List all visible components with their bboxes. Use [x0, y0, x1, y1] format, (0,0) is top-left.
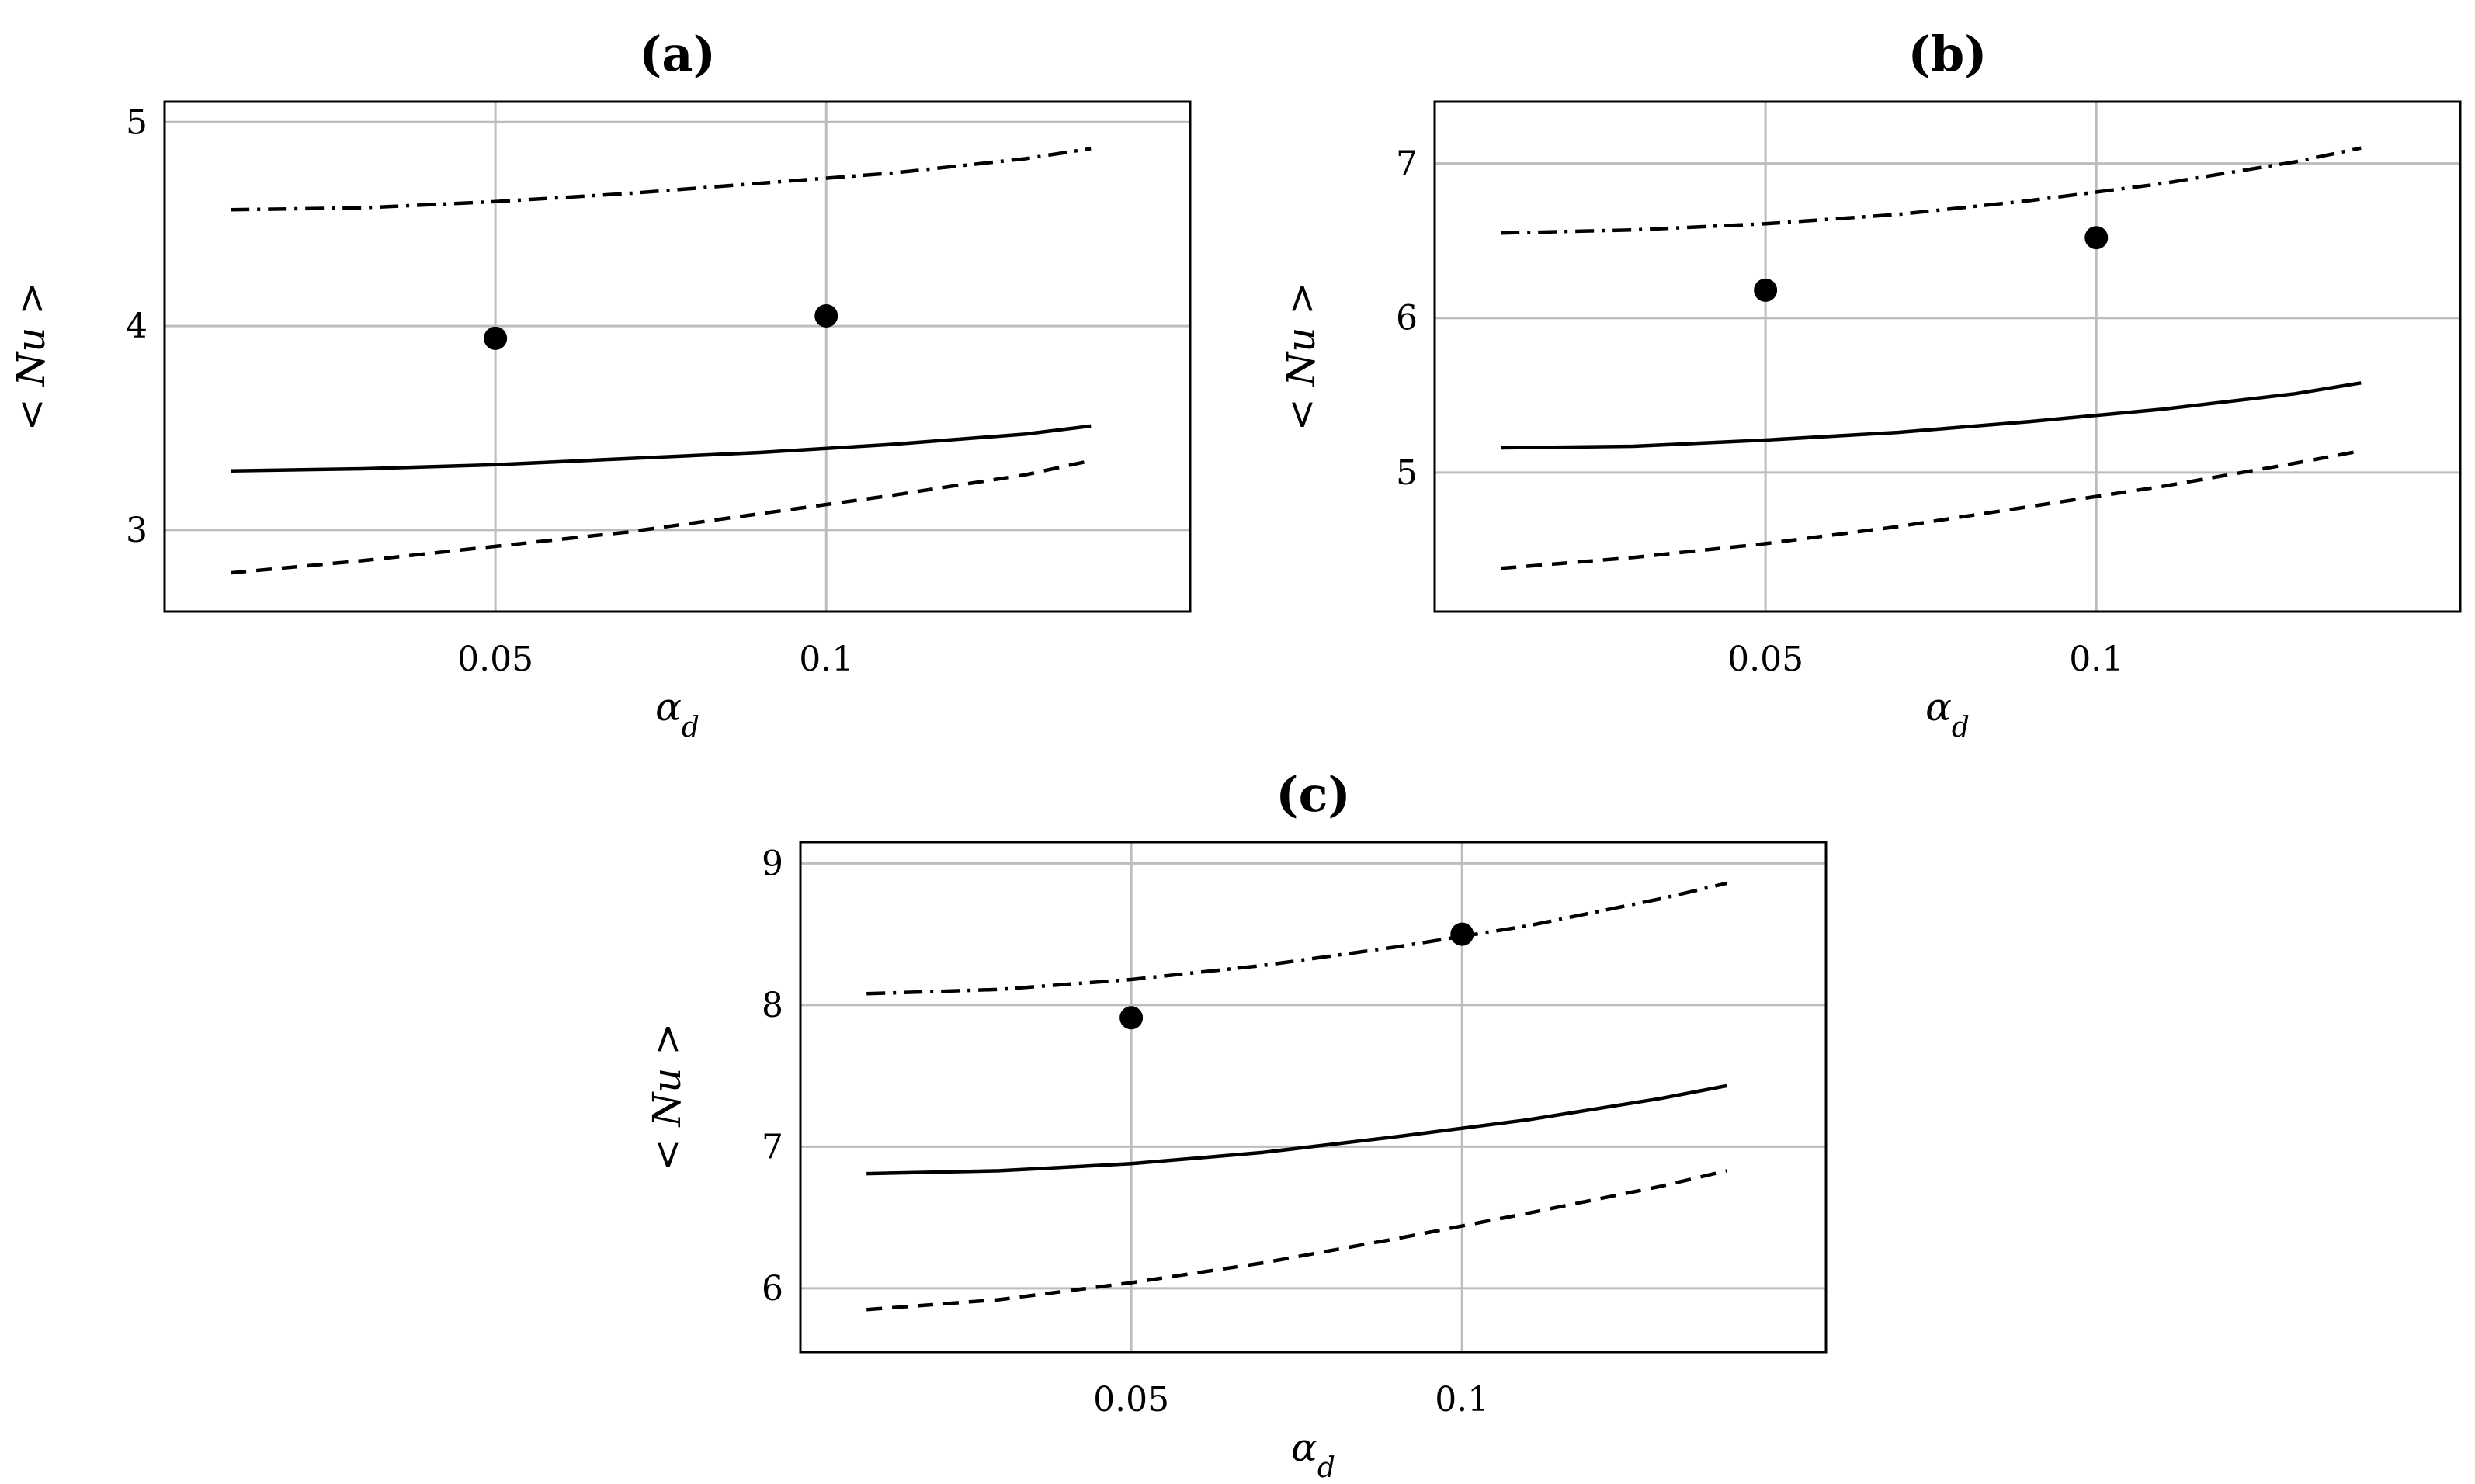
y-tick-label: 7 [1396, 144, 1418, 184]
panel-b: 0.05 0.1 5 6 7 (b) αd < Nu > [1279, 26, 2462, 744]
x-axis-label: αd [655, 685, 699, 744]
series-line-dashed [230, 459, 1092, 575]
x-axis-label-main: α [1925, 685, 1952, 730]
panel-title: (a) [639, 26, 716, 82]
series-line-dashed [1501, 449, 2362, 570]
plot-frame [1433, 100, 2462, 613]
series-line-solid [231, 424, 1092, 473]
x-tick-label: 0.1 [2069, 640, 2123, 679]
series-line-solid [1501, 381, 2362, 450]
y-axis-label: < Nu > [9, 283, 54, 432]
y-tick-label: 9 [762, 844, 783, 883]
y-axis-label: < Nu > [644, 1023, 689, 1172]
x-tick-label: 0.05 [1727, 640, 1803, 679]
y-tick-label: 6 [1396, 299, 1418, 338]
data-point [1450, 922, 1474, 946]
data-point [484, 326, 508, 350]
x-axis-label-subscript: d [1952, 712, 1970, 744]
y-tick-label: 5 [1396, 453, 1418, 493]
series-line-solid [866, 1084, 1727, 1176]
x-axis-label-main: α [1291, 1425, 1317, 1470]
series-line-dash-dot [1501, 146, 2362, 235]
panel-a: 0.05 0.1 3 4 5 (a) αd < Nu > [9, 26, 1192, 744]
panel-c: 0.05 0.1 6 7 8 9 (c) αd < Nu > [644, 766, 1828, 1484]
x-tick-label: 0.1 [799, 640, 853, 679]
y-tick-label: 5 [126, 102, 148, 142]
y-tick-label: 7 [762, 1127, 783, 1167]
y-tick-label: 3 [126, 511, 148, 550]
data-point [1754, 278, 1778, 302]
x-axis-label: αd [1291, 1425, 1335, 1484]
x-tick-label: 0.05 [457, 640, 533, 679]
y-tick-label: 8 [762, 986, 783, 1025]
y-tick-label: 4 [126, 307, 148, 346]
y-axis-label: < Nu > [1279, 283, 1324, 432]
panel-title: (b) [1907, 26, 1987, 82]
x-axis-label: αd [1925, 685, 1970, 744]
plot-frame [163, 100, 1192, 613]
series-line-dash-dot [866, 881, 1727, 996]
series-line-dashed [866, 1169, 1727, 1312]
x-axis-label-subscript: d [1317, 1452, 1335, 1484]
series-line-dash-dot [231, 147, 1092, 212]
y-tick-label: 6 [762, 1269, 783, 1309]
plot-frame [799, 841, 1828, 1354]
data-point [2084, 226, 2109, 250]
x-tick-label: 0.05 [1093, 1380, 1169, 1420]
x-axis-label-subscript: d [682, 712, 699, 744]
data-point [1119, 1006, 1144, 1030]
x-axis-label-main: α [655, 685, 682, 730]
x-tick-label: 0.1 [1435, 1380, 1489, 1420]
panel-title: (c) [1276, 766, 1350, 823]
data-point [814, 303, 838, 328]
